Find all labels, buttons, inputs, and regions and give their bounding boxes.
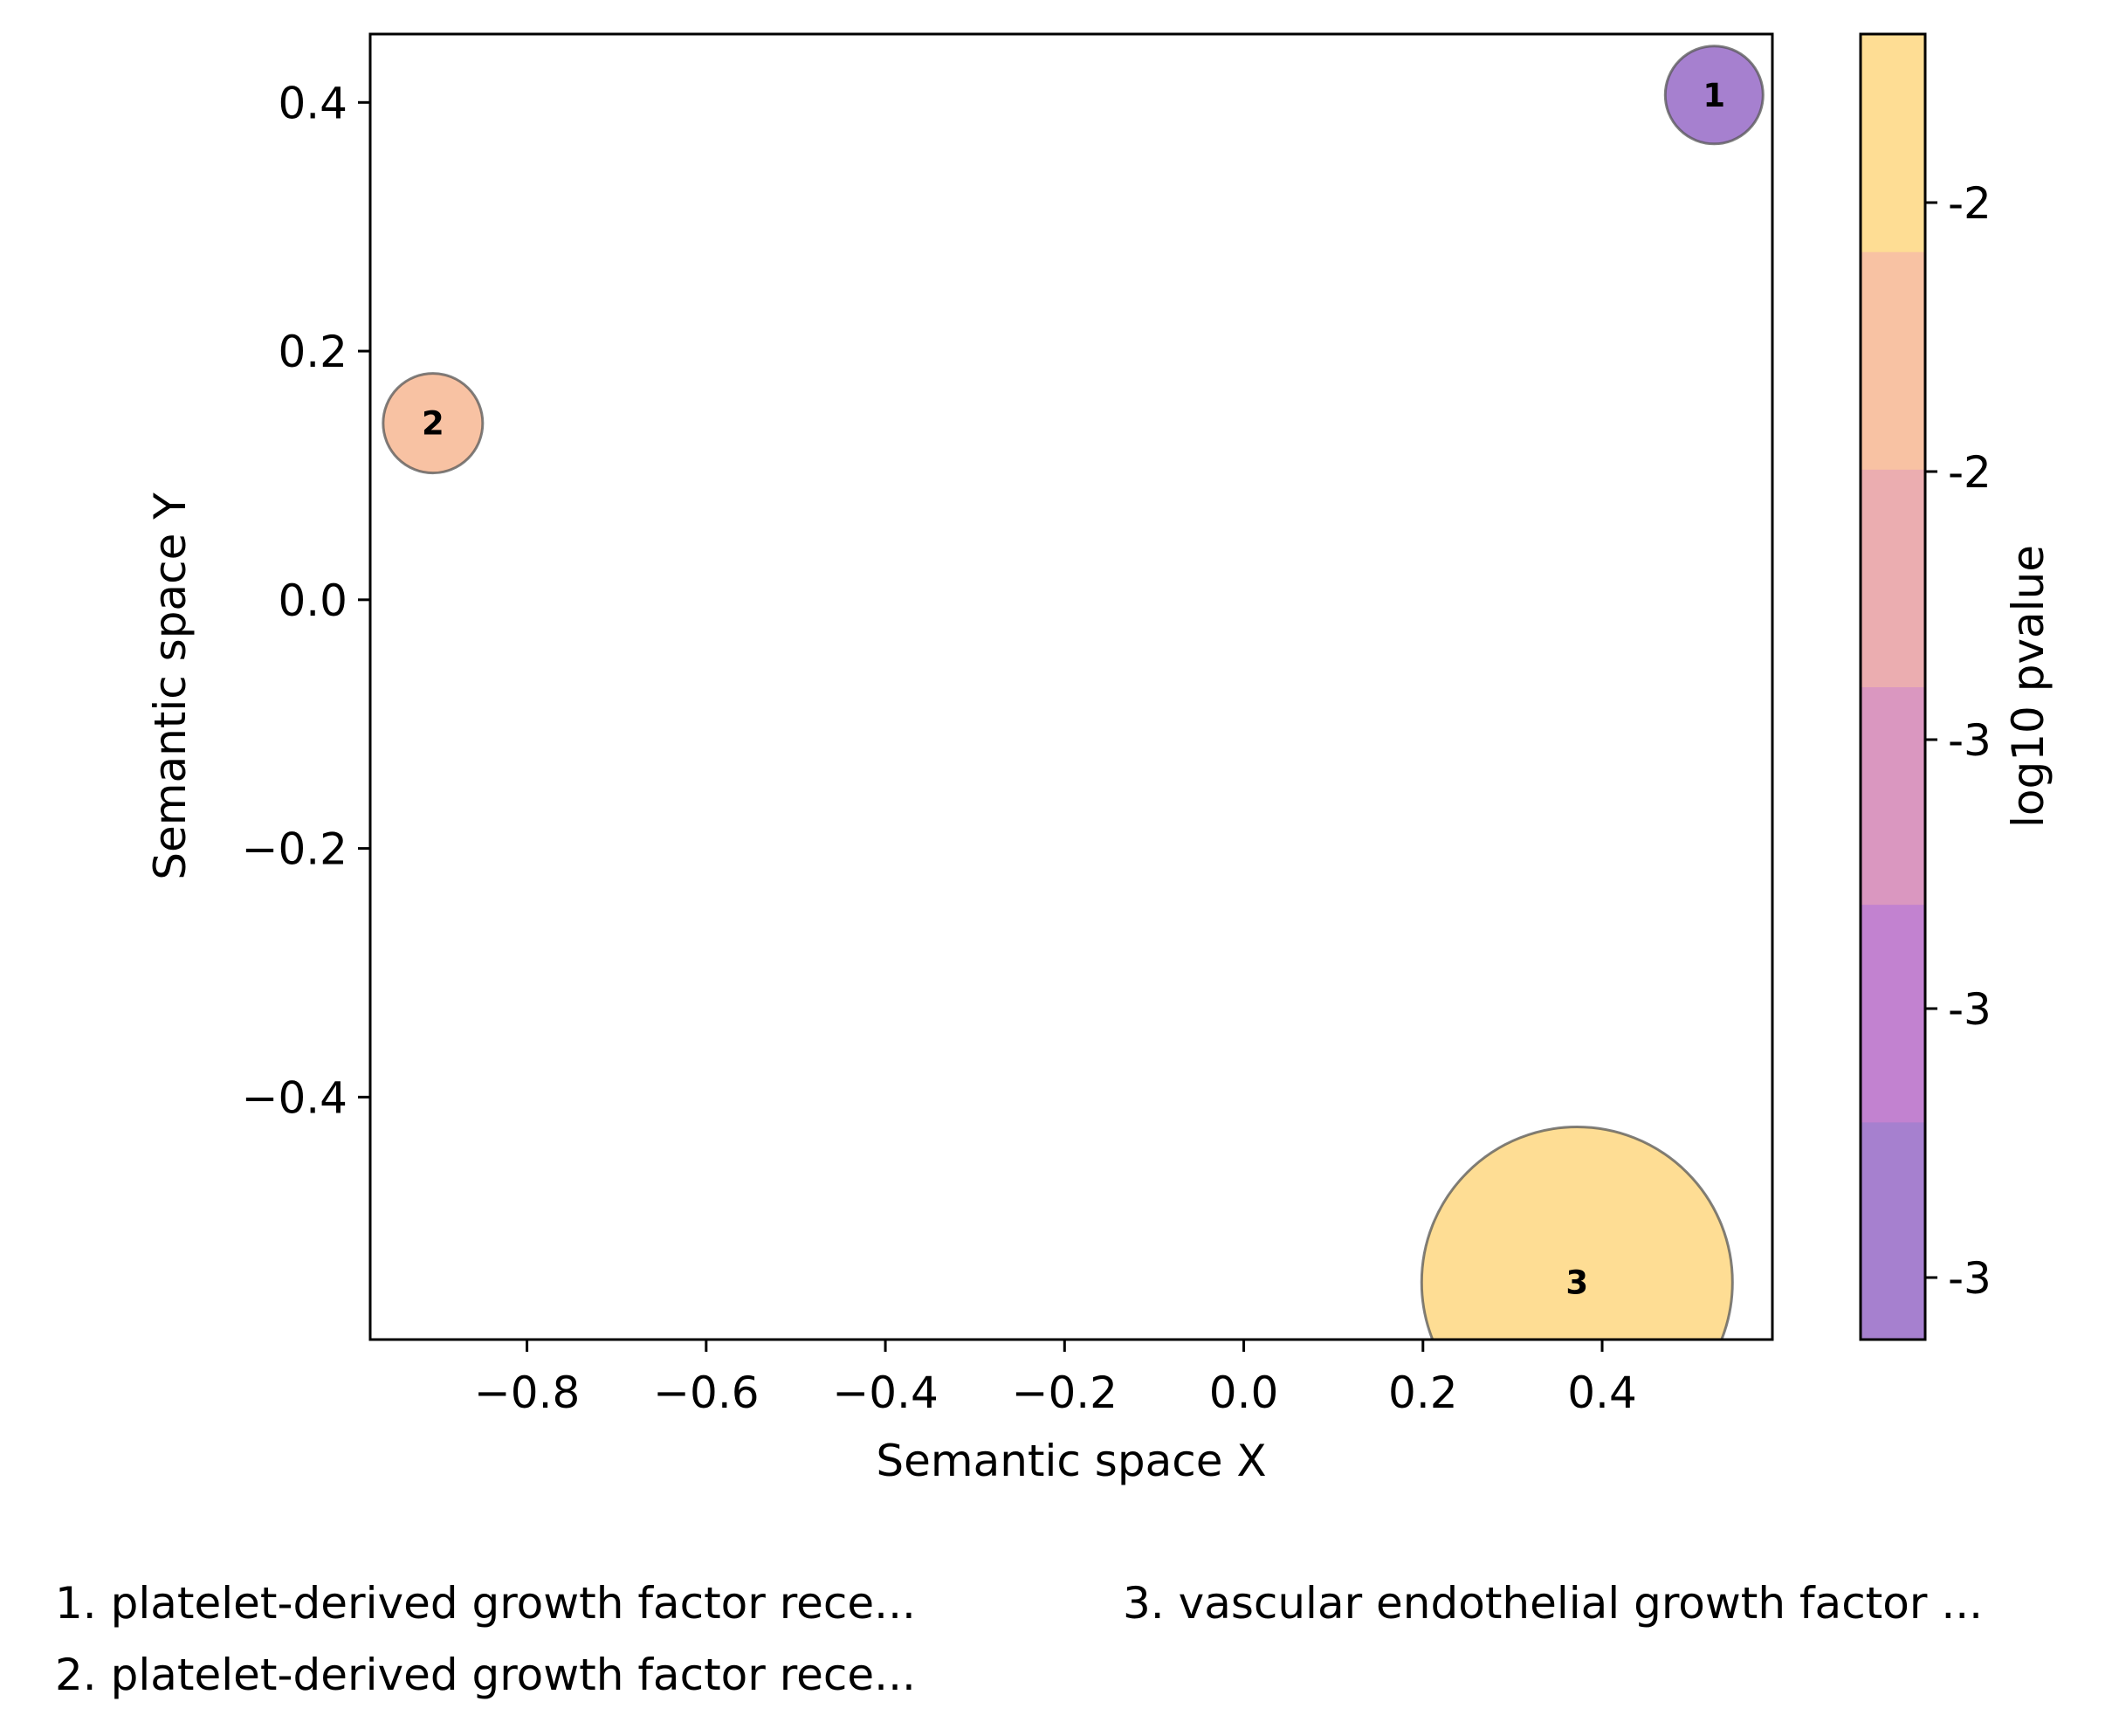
colorbar-band <box>1861 469 1925 687</box>
x-axis-title: Semantic space X <box>876 1436 1266 1486</box>
colorbar-tick-label: -2 <box>1948 447 1992 498</box>
x-tick-label: −0.8 <box>474 1367 580 1418</box>
x-tick-label: 0.0 <box>1209 1367 1279 1418</box>
x-tick-label: −0.6 <box>653 1367 759 1418</box>
plot-frame <box>368 32 1774 1341</box>
x-tick-label: −0.4 <box>832 1367 938 1418</box>
bubble-label-2: 2 <box>422 405 444 443</box>
y-tick-label: −0.2 <box>242 824 347 875</box>
bubble-1 <box>1663 45 1765 146</box>
bubble-3 <box>1420 1126 1734 1340</box>
y-axis: 0.4 0.2 0.0 −0.2 −0.4 <box>242 78 370 1123</box>
colorbar-tick-label: -2 <box>1948 178 1992 229</box>
y-tick-label: 0.2 <box>278 327 347 377</box>
colorbar-tick-label: -3 <box>1948 715 1992 766</box>
colorbar-title: log10 pvalue <box>2003 545 2054 828</box>
plot-area: 1 2 3 <box>382 45 1765 1340</box>
y-tick-label: 0.4 <box>278 78 347 128</box>
colorbar-tick-label: -3 <box>1948 984 1992 1035</box>
legend-entry-3: 3. vascular endothelial growth factor ..… <box>1123 1578 1983 1629</box>
bubble-2 <box>382 372 485 475</box>
x-tick-label: 0.4 <box>1567 1367 1637 1418</box>
colorbar-band <box>1861 34 1925 252</box>
colorbar: -3 -3 -3 -2 -2 <box>1861 34 1992 1340</box>
colorbar-band <box>1861 1121 1925 1340</box>
bubble-label-3: 3 <box>1565 1264 1588 1302</box>
colorbar-band <box>1861 904 1925 1123</box>
bubble-label-1: 1 <box>1703 77 1725 114</box>
y-axis-title: Semantic space Y <box>145 493 196 880</box>
colorbar-band <box>1861 686 1925 906</box>
y-tick-label: −0.4 <box>242 1072 347 1123</box>
colorbar-frame <box>1859 32 1927 1341</box>
legend-entry-2: 2. platelet-derived growth factor rece..… <box>55 1650 916 1700</box>
x-tick-label: 0.2 <box>1388 1367 1458 1418</box>
legend-entry-1: 1. platelet-derived growth factor rece..… <box>55 1578 916 1629</box>
x-tick-label: −0.2 <box>1012 1367 1118 1418</box>
y-tick-label: 0.0 <box>278 575 347 626</box>
colorbar-tick-label: -3 <box>1948 1253 1992 1304</box>
x-axis: −0.8 −0.6 −0.4 −0.2 0.0 0.2 0.4 <box>474 1340 1637 1418</box>
colorbar-band <box>1861 251 1925 470</box>
